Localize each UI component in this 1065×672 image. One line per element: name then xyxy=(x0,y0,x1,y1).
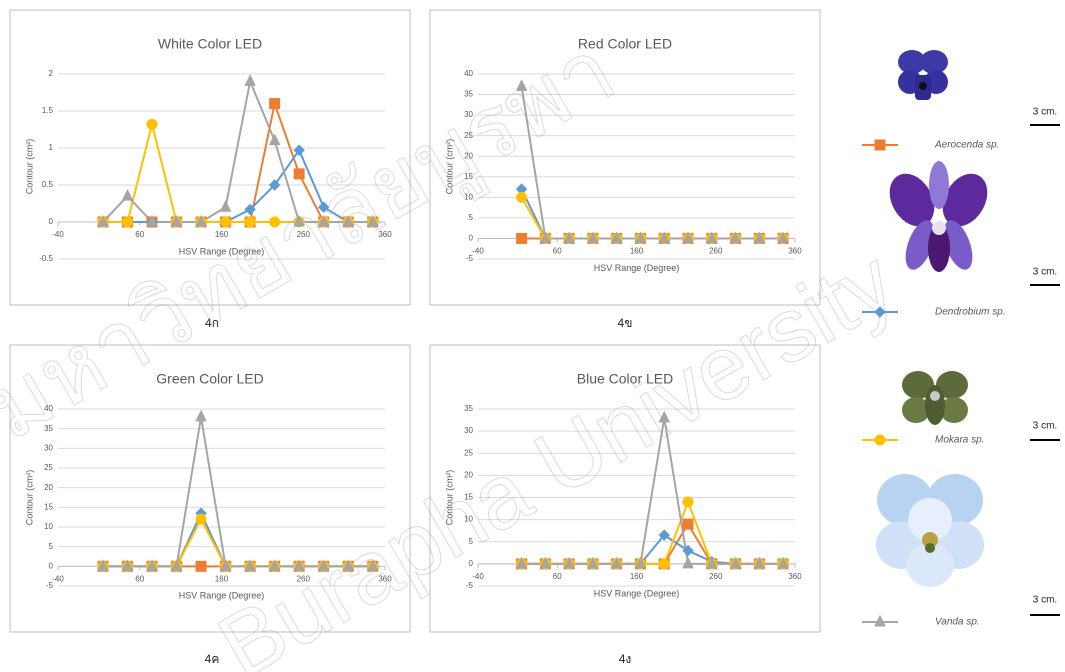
y-tick-label: 25 xyxy=(44,463,53,472)
marker xyxy=(517,233,527,243)
y-tick-label: 0 xyxy=(49,561,54,570)
caption: 4ค xyxy=(205,652,220,666)
flower-dendrobium xyxy=(881,161,997,274)
caption: 4ง xyxy=(619,652,632,666)
marker xyxy=(683,519,693,529)
flower-mokara xyxy=(902,371,968,425)
marker xyxy=(683,497,693,507)
scale-label: 3 cm. xyxy=(1033,421,1057,432)
x-axis-label: HSV Range (Degree) xyxy=(594,263,680,273)
y-tick-label: 0 xyxy=(49,217,54,226)
scale-label: 3 cm. xyxy=(1033,107,1057,118)
scale-label: 3 cm. xyxy=(1033,267,1057,278)
y-tick-label: 20 xyxy=(44,483,53,492)
scale-bars xyxy=(1030,125,1060,615)
marker xyxy=(147,119,157,129)
y-tick-label: 10 xyxy=(44,522,53,531)
x-axis-label: HSV Range (Degree) xyxy=(594,588,680,598)
y-tick-label: 30 xyxy=(464,426,473,435)
y-tick-label: 2 xyxy=(49,69,54,78)
y-tick-label: -5 xyxy=(466,581,474,590)
x-tick-label: 160 xyxy=(630,572,644,581)
x-tick-label: 60 xyxy=(553,247,562,256)
x-tick-label: -40 xyxy=(472,247,484,256)
marker xyxy=(294,169,304,179)
x-tick-label: 360 xyxy=(788,572,802,581)
x-tick-label: -40 xyxy=(52,574,64,583)
legend-marker xyxy=(875,435,885,445)
y-tick-label: -0.5 xyxy=(39,254,53,263)
legend-label: Aerocenda sp. xyxy=(934,140,1000,151)
marker xyxy=(659,559,669,569)
x-tick-label: 60 xyxy=(135,230,144,239)
y-tick-label: 1 xyxy=(49,143,54,152)
y-tick-label: 40 xyxy=(464,69,473,78)
marker xyxy=(270,99,280,109)
marker xyxy=(122,217,132,227)
x-tick-label: 360 xyxy=(788,247,802,256)
legend-marker xyxy=(875,140,885,150)
legend-label: Dendrobium sp. xyxy=(935,307,1006,318)
y-tick-label: 35 xyxy=(464,404,473,413)
chart-title: White Color LED xyxy=(158,36,262,52)
x-tick-label: 260 xyxy=(709,572,723,581)
x-tick-label: -40 xyxy=(472,572,484,581)
y-axis-label: Contour (cm²) xyxy=(24,470,34,526)
x-tick-label: 60 xyxy=(135,574,144,583)
x-tick-label: 160 xyxy=(215,574,229,583)
y-tick-label: 5 xyxy=(469,213,474,222)
figure: 3 cm. 3 cm. 3 cm. 3 cm. 4ก 4ข 4ค 4ง Whit… xyxy=(0,0,1065,672)
x-tick-label: 260 xyxy=(709,247,723,256)
marker xyxy=(196,561,206,571)
y-tick-label: 1.5 xyxy=(42,106,54,115)
flower-vanda xyxy=(876,474,984,587)
y-tick-label: 15 xyxy=(44,502,53,511)
flower-aerocenda xyxy=(898,50,948,100)
x-tick-label: -40 xyxy=(52,230,64,239)
x-tick-label: 60 xyxy=(553,572,562,581)
y-tick-label: 0 xyxy=(469,234,474,243)
x-tick-label: 160 xyxy=(630,247,644,256)
y-tick-label: 0.5 xyxy=(42,180,54,189)
marker xyxy=(196,514,206,524)
chart-title: Green Color LED xyxy=(156,371,263,387)
y-axis-label: Contour (cm²) xyxy=(24,139,34,195)
y-tick-label: 5 xyxy=(49,542,54,551)
caption: 4ข xyxy=(618,316,633,330)
legend-label: Mokara sp. xyxy=(935,435,984,446)
scale-label: 3 cm. xyxy=(1033,595,1057,606)
legend-label: Vanda sp. xyxy=(935,617,980,628)
marker xyxy=(517,192,527,202)
